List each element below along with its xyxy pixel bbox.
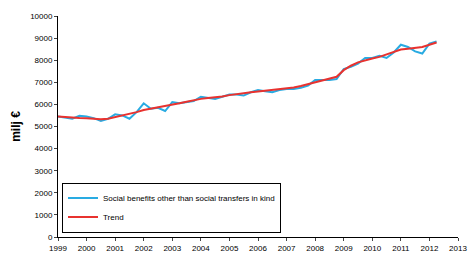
svg-text:2003: 2003 bbox=[163, 244, 181, 253]
svg-text:8000: 8000 bbox=[35, 56, 53, 65]
svg-text:2012: 2012 bbox=[421, 244, 439, 253]
svg-text:1999: 1999 bbox=[49, 244, 67, 253]
svg-text:2007: 2007 bbox=[278, 244, 296, 253]
svg-text:5000: 5000 bbox=[35, 122, 53, 131]
svg-text:2000: 2000 bbox=[78, 244, 96, 253]
svg-text:2005: 2005 bbox=[221, 244, 239, 253]
svg-text:0: 0 bbox=[48, 233, 53, 242]
svg-text:2011: 2011 bbox=[392, 244, 410, 253]
svg-text:2010: 2010 bbox=[363, 244, 381, 253]
svg-text:1000: 1000 bbox=[35, 211, 53, 220]
svg-text:Social benefits other than soc: Social benefits other than social transf… bbox=[103, 194, 275, 203]
svg-text:2000: 2000 bbox=[35, 189, 53, 198]
svg-text:10000: 10000 bbox=[30, 12, 53, 21]
svg-text:2009: 2009 bbox=[335, 244, 353, 253]
svg-text:4000: 4000 bbox=[35, 144, 53, 153]
svg-text:7000: 7000 bbox=[35, 78, 53, 87]
svg-text:2008: 2008 bbox=[306, 244, 324, 253]
svg-text:Trend: Trend bbox=[103, 213, 124, 222]
svg-text:2001: 2001 bbox=[106, 244, 124, 253]
svg-text:2013: 2013 bbox=[449, 244, 467, 253]
svg-text:3000: 3000 bbox=[35, 167, 53, 176]
svg-text:2006: 2006 bbox=[249, 244, 267, 253]
svg-text:9000: 9000 bbox=[35, 34, 53, 43]
svg-text:2004: 2004 bbox=[192, 244, 210, 253]
svg-text:milj €: milj € bbox=[9, 111, 23, 142]
svg-text:2002: 2002 bbox=[135, 244, 153, 253]
svg-text:6000: 6000 bbox=[35, 100, 53, 109]
